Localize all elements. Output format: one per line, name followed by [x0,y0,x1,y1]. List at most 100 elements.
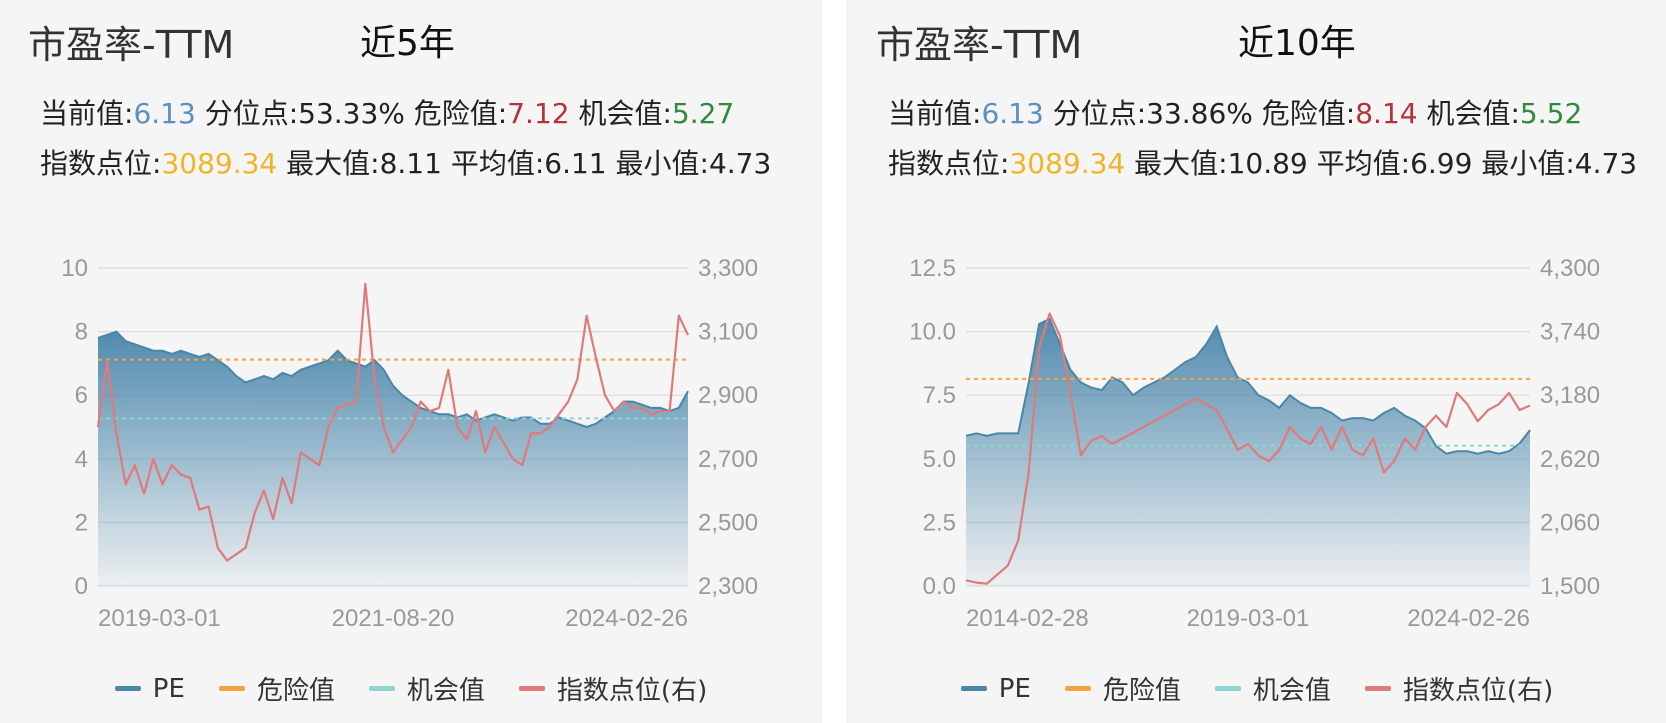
index-line [96,282,689,562]
legend-danger[interactable]: 危险值 [1064,670,1181,707]
stats-row-1: 当前值:6.13 分位点:33.86% 危险值:8.14 机会值:5.52 [888,92,1582,132]
avg-value: 6.11 [544,147,607,180]
danger-swatch [1064,686,1091,691]
max-label: 最大值: [1134,147,1228,180]
avg-value: 6.99 [1410,147,1473,180]
period-label[interactable]: 近5年 [360,23,455,64]
index-label: 指数点位: [888,147,1010,180]
max-value: 8.11 [379,147,442,180]
max-value: 10.89 [1227,147,1308,180]
y-right-tick: 2,500 [698,509,758,536]
legend-opportunity[interactable]: 机会值 [368,670,485,707]
x-tick: 2014-02-28 [966,605,1089,632]
avg-label: 平均值: [450,147,545,180]
pe-line [97,330,689,429]
legend-pe[interactable]: PE [960,670,1031,707]
opportunity-label: 机会值: [578,97,672,130]
danger-label: 危险值: [413,97,508,130]
y-right-tick: 2,700 [698,446,758,473]
pe-chart-5y[interactable]: 0 2 4 6 8 10 2,300 2,500 2,700 2,900 3,100 3,300 201… [0,230,822,650]
danger-value: 7.12 [507,97,570,130]
chart-panel-5y: 市盈率-TTM 近5年 当前值:6.13 分位点:53.33% 危险值:7.12… [0,0,822,723]
percentile-value: 33.86% [1146,97,1253,130]
opportunity-swatch [368,686,395,691]
pe-chart-10y[interactable]: 0.0 2.5 5.0 7.5 10.0 12.5 1,500 2,060 2,620 3,180… [846,230,1666,650]
x-tick: 2019-03-01 [98,605,221,632]
avg-label: 平均值: [1316,147,1411,180]
current-value: 6.13 [981,97,1044,130]
pe-swatch [114,686,141,691]
min-label: 最小值: [615,147,709,180]
percentile-label: 分位点: [204,97,299,130]
panel-title: 市盈率-TTM [28,23,235,67]
y-right-tick: 1,500 [1540,573,1600,600]
y-left-tick: 6 [75,382,88,409]
legend-opportunity[interactable]: 机会值 [1214,670,1331,707]
legend-opportunity-label: 机会值 [406,676,485,706]
legend-danger-label: 危险值 [256,676,335,706]
chart-panel-10y: 市盈率-TTM 近10年 当前值:6.13 分位点:33.86% 危险值:8.1… [846,0,1666,723]
opportunity-value: 5.27 [671,97,735,130]
y-left-tick: 10 [61,255,88,282]
legend-index[interactable]: 指数点位(右) [1364,670,1554,707]
min-value: 4.73 [1574,147,1638,180]
pe-line [965,317,1531,455]
current-label: 当前值: [40,97,134,130]
y-left-tick: 0.0 [923,573,956,600]
legend-opportunity-label: 机会值 [1252,676,1331,706]
y-left-tick: 10.0 [909,319,956,346]
chart-legend: PE 危险值 机会值 指数点位(右) [0,670,822,707]
percentile-value: 53.33% [298,97,405,130]
y-right-tick: 3,300 [698,255,758,282]
chart-legend: PE 危险值 机会值 指数点位(右) [846,670,1666,707]
legend-danger[interactable]: 危险值 [218,670,335,707]
index-line [965,312,1531,585]
legend-index[interactable]: 指数点位(右) [518,670,708,707]
index-label: 指数点位: [40,147,162,180]
y-right-tick: 3,740 [1540,319,1600,346]
y-left-tick: 2 [75,509,88,536]
y-right-tick: 2,060 [1540,509,1600,536]
x-tick: 2021-08-20 [332,605,455,632]
y-right-tick: 3,100 [698,319,758,346]
danger-swatch [218,686,245,691]
index-swatch [1364,686,1391,691]
period-label[interactable]: 近10年 [1238,23,1356,64]
y-left-tick: 4 [75,446,88,473]
legend-pe[interactable]: PE [114,670,185,707]
legend-index-label: 指数点位(右) [556,676,708,706]
x-tick: 2024-02-26 [565,605,688,632]
y-left-tick: 7.5 [923,382,956,409]
y-left-tick: 5.0 [923,446,956,473]
stats-row-1: 当前值:6.13 分位点:53.33% 危险值:7.12 机会值:5.27 [40,92,734,132]
y-left-tick: 12.5 [909,255,956,282]
y-right-tick: 4,300 [1540,255,1600,282]
pe-swatch [960,686,987,691]
pe-area [966,318,1530,586]
panel-title: 市盈率-TTM [876,23,1083,67]
pe-area [98,331,688,586]
max-label: 最大值: [286,147,380,180]
current-label: 当前值: [888,97,982,130]
stats-row-2: 指数点位:3089.34 最大值:8.11 平均值:6.11 最小值:4.73 [40,142,771,182]
legend-index-label: 指数点位(右) [1402,676,1554,706]
opportunity-value: 5.52 [1519,97,1583,130]
opportunity-swatch [1214,686,1241,691]
legend-pe-label: PE [152,673,185,704]
percentile-label: 分位点: [1052,97,1147,130]
stats-row-2: 指数点位:3089.34 最大值:10.89 平均值:6.99 最小值:4.73 [888,142,1637,182]
x-tick: 2019-03-01 [1187,605,1310,632]
y-right-tick: 2,300 [698,573,758,600]
index-value: 3089.34 [1009,147,1126,180]
min-value: 4.73 [708,147,772,180]
danger-label: 危险值: [1261,97,1356,130]
x-tick: 2024-02-26 [1407,605,1530,632]
legend-pe-label: PE [998,673,1031,704]
legend-danger-label: 危险值 [1102,676,1181,706]
opportunity-label: 机会值: [1426,97,1520,130]
y-right-tick: 3,180 [1540,382,1600,409]
current-value: 6.13 [133,97,196,130]
danger-value: 8.14 [1355,97,1418,130]
index-swatch [518,686,545,691]
y-left-tick: 2.5 [923,509,956,536]
